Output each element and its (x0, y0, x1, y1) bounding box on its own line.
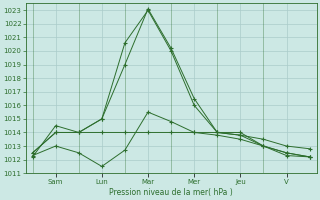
X-axis label: Pression niveau de la mer( hPa ): Pression niveau de la mer( hPa ) (109, 188, 233, 197)
